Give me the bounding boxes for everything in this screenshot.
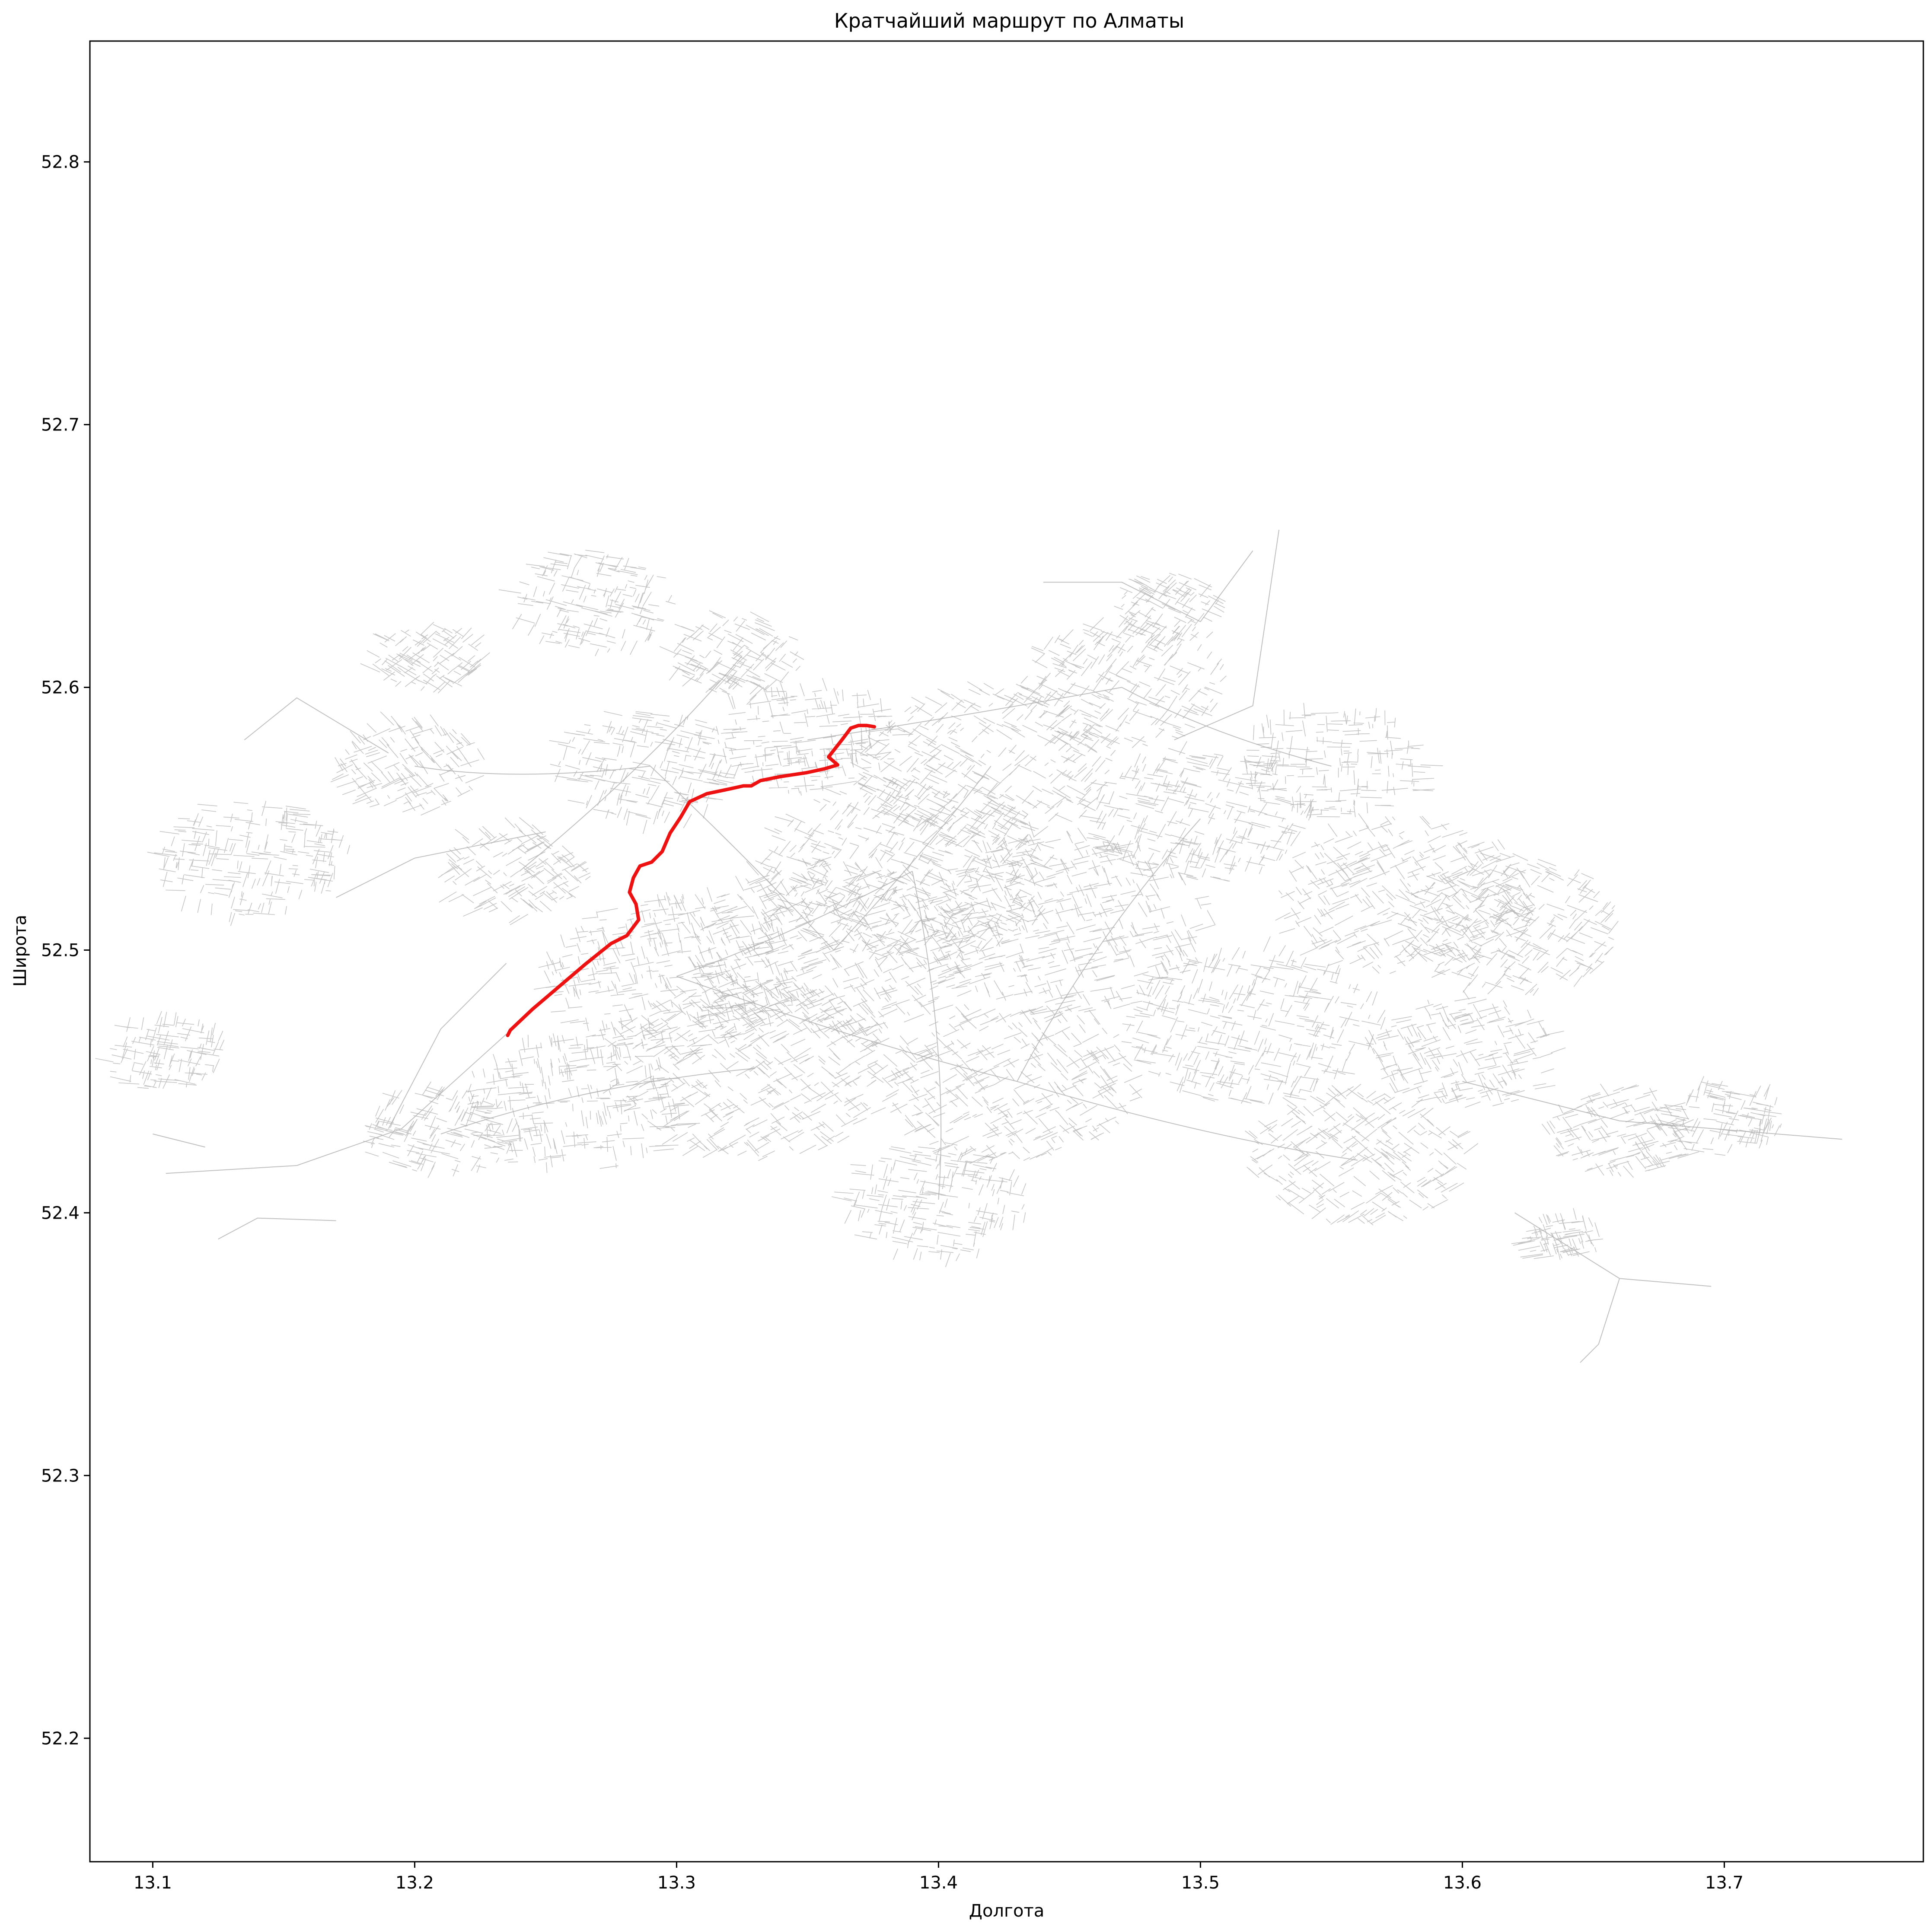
road-segments [147, 801, 350, 926]
road-segments [498, 550, 676, 656]
x-tick-label: 13.3 [657, 1873, 696, 1893]
road-segments [1365, 990, 1566, 1108]
road-segments [360, 621, 490, 694]
y-axis-ticks: 52.2 52.3 52.4 52.5 52.6 52.7 52.8 [41, 153, 90, 1748]
route-layer [506, 723, 876, 1037]
road-segments [1651, 1076, 1782, 1156]
plot-area [95, 529, 1843, 1363]
road-segments [1275, 813, 1535, 978]
road-segments [716, 678, 913, 796]
x-tick-label: 13.1 [134, 1873, 172, 1893]
y-tick-label: 52.3 [41, 1466, 80, 1486]
x-tick-label: 13.7 [1705, 1873, 1744, 1893]
x-axis-ticks: 13.1 13.2 13.3 13.4 13.5 13.6 13.7 [134, 1862, 1744, 1893]
y-tick-label: 52.2 [41, 1729, 80, 1748]
road-segments [1240, 703, 1443, 818]
x-axis-label: Долгота [969, 1901, 1045, 1921]
road-segments [1114, 573, 1226, 653]
road-segments [659, 610, 804, 705]
chart-title: Кратчайший маршрут по Алматы [834, 9, 1184, 32]
y-tick-label: 52.8 [41, 153, 80, 172]
y-tick-label: 52.4 [41, 1203, 80, 1223]
road-segments [95, 1011, 225, 1089]
x-tick-label: 13.6 [1443, 1873, 1482, 1893]
road-segments [466, 1033, 700, 1173]
x-tick-label: 13.5 [1181, 1873, 1220, 1893]
road-segments [534, 887, 804, 1056]
y-tick-label: 52.5 [41, 940, 80, 960]
road-segments [1121, 936, 1386, 1105]
road-segments [914, 822, 1216, 1015]
x-tick-label: 13.4 [919, 1873, 958, 1893]
road-connectors [153, 529, 1843, 1363]
x-tick-label: 13.2 [395, 1873, 434, 1893]
road-segments [1511, 1208, 1603, 1260]
road-segments [1010, 615, 1227, 749]
road-segments [850, 681, 1116, 850]
road-segments [681, 857, 998, 1038]
shortest-route-line [506, 723, 876, 1037]
y-tick-label: 52.6 [41, 678, 80, 698]
road-segments [1080, 741, 1314, 882]
road-segments [1245, 1083, 1479, 1226]
road-segments [1391, 853, 1619, 996]
road-segments [438, 817, 591, 925]
road-segments [882, 1004, 1143, 1164]
road-network [95, 529, 1843, 1363]
y-tick-label: 52.7 [41, 415, 80, 435]
axes-frame [89, 40, 1924, 1863]
road-segments [1541, 1083, 1699, 1178]
road-segments [832, 1142, 1027, 1268]
y-axis-label: Широта [10, 915, 30, 987]
